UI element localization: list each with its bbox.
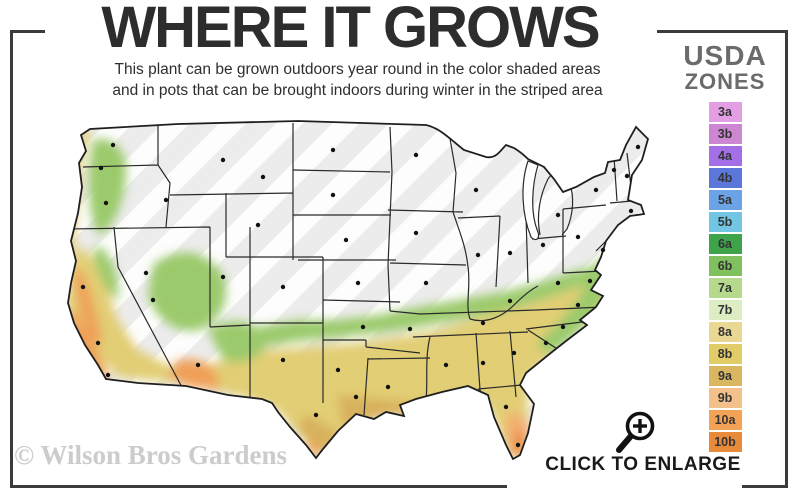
frame-top-right (657, 30, 788, 33)
frame-right (785, 30, 788, 488)
zone-swatch-9b: 9b (708, 388, 742, 409)
page-title: WHERE IT GROWS (101, 0, 600, 60)
zone-swatch-4a: 4a (708, 146, 742, 167)
zone-swatch-8b: 8b (708, 344, 742, 365)
click-to-enlarge-label[interactable]: CLICK TO ENLARGE (545, 454, 741, 475)
zone-swatch-10b: 10b (708, 432, 742, 453)
zone-swatch-3a: 3a (708, 102, 742, 123)
state-borders (68, 123, 644, 416)
frame-left (10, 30, 13, 488)
zone-swatch-7b: 7b (708, 300, 742, 321)
frame-top-left (10, 30, 45, 33)
frame-bottom-right (742, 485, 788, 488)
zone-swatch-6a: 6a (708, 234, 742, 255)
zone-swatch-7a: 7a (708, 278, 742, 299)
usda-zone-map[interactable] (58, 112, 658, 468)
zone-swatch-10a: 10a (708, 410, 742, 431)
zone-swatch-6b: 6b (708, 256, 742, 277)
zone-swatch-4b: 4b (708, 168, 742, 189)
zone-swatch-3b: 3b (708, 124, 742, 145)
usda-zones-legend: USDA ZONES 3a 3b 4a 4b 5a 5b 6a 6b 7a 7b 8a 8b 9a 9b 1… (662, 42, 788, 454)
lake-michigan (522, 160, 540, 241)
frame-bottom-left (10, 485, 507, 488)
zone-list: 3a 3b 4a 4b 5a 5b 6a 6b 7a 7b 8a 8b 9a 9b 10a 10b (708, 102, 742, 453)
subtitle-line-1: This plant can be grown outdoors year ro… (114, 61, 601, 78)
zone-swatch-5b: 5b (708, 212, 742, 233)
subtitle-line-2: and in pots that can be brought indoors … (112, 81, 603, 99)
magnifier-icon[interactable] (612, 408, 662, 456)
watermark: © Wilson Bros Gardens (14, 440, 287, 470)
zone-color-layer (68, 127, 614, 459)
subtitle: This plant can be grown outdoors year ro… (55, 60, 660, 102)
zone-swatch-8a: 8a (708, 322, 742, 343)
zone-swatch-9a: 9a (708, 366, 742, 387)
city-dots (80, 142, 641, 448)
legend-title-usda: USDA (683, 40, 767, 71)
legend-title-zones: ZONES (684, 69, 766, 94)
zone-swatch-5a: 5a (708, 190, 742, 211)
